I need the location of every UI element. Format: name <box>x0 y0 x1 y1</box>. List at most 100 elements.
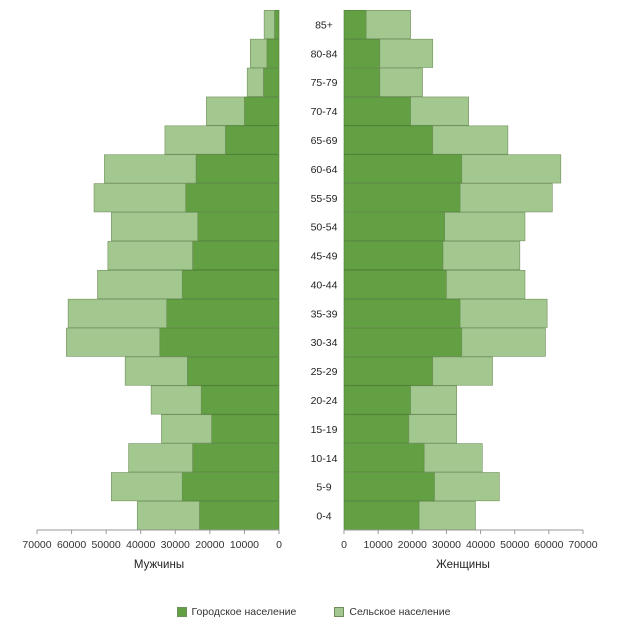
female-tick-label: 20000 <box>398 539 427 551</box>
bar-male-rural-30-34 <box>66 327 161 357</box>
bar-female-urban-0-4 <box>343 501 420 531</box>
bar-female-urban-80-84 <box>343 38 381 68</box>
bar-female-urban-50-54 <box>343 212 446 242</box>
bar-male-urban-75-79 <box>263 67 280 97</box>
bar-female-urban-30-34 <box>343 327 463 357</box>
bar-female-rural-10-14 <box>423 443 483 473</box>
age-label-85+: 85+ <box>315 19 333 31</box>
bar-male-urban-80-84 <box>266 38 280 68</box>
bar-female-rural-55-59 <box>459 183 553 213</box>
bar-female-rural-85+ <box>365 9 411 39</box>
bar-female-urban-5-9 <box>343 472 435 502</box>
age-label-25-29: 25-29 <box>311 366 338 378</box>
female-bars <box>343 9 562 531</box>
bar-female-rural-5-9 <box>434 472 500 502</box>
age-label-30-34: 30-34 <box>311 337 338 349</box>
chart-legend: Городское население Сельское население <box>0 606 627 618</box>
bar-male-urban-15-19 <box>211 414 280 444</box>
bar-male-urban-10-14 <box>192 443 280 473</box>
bar-female-rural-80-84 <box>379 38 434 68</box>
bar-male-urban-0-4 <box>199 501 280 531</box>
female-tick-label: 40000 <box>466 539 495 551</box>
bar-male-urban-50-54 <box>197 212 280 242</box>
bar-male-rural-60-64 <box>104 154 197 184</box>
bar-male-rural-55-59 <box>93 183 186 213</box>
age-label-50-54: 50-54 <box>311 222 338 234</box>
bar-female-rural-40-44 <box>446 269 526 299</box>
age-label-70-74: 70-74 <box>311 106 338 118</box>
bar-female-urban-40-44 <box>343 269 447 299</box>
bar-female-urban-35-39 <box>343 298 461 328</box>
bar-male-urban-45-49 <box>192 241 280 271</box>
female-tick-label: 60000 <box>534 539 563 551</box>
male-tick-label: 10000 <box>230 539 259 551</box>
age-label-35-39: 35-39 <box>311 308 338 320</box>
legend-label-rural: Сельское население <box>349 606 451 618</box>
male-tick-label: 0 <box>276 539 282 551</box>
bar-female-urban-55-59 <box>343 183 461 213</box>
legend-item-rural: Сельское население <box>334 606 450 618</box>
bar-female-rural-30-34 <box>461 327 546 357</box>
male-tick-label: 50000 <box>92 539 121 551</box>
bar-male-rural-35-39 <box>67 298 167 328</box>
bar-male-urban-55-59 <box>185 183 280 213</box>
bar-male-urban-30-34 <box>159 327 280 357</box>
male-tick-label: 40000 <box>126 539 155 551</box>
age-label-20-24: 20-24 <box>311 395 338 407</box>
male-bars <box>66 9 280 531</box>
bar-male-rural-40-44 <box>97 269 183 299</box>
male-tick-label: 60000 <box>57 539 86 551</box>
bar-female-urban-60-64 <box>343 154 463 184</box>
bar-male-rural-65-69 <box>164 125 226 155</box>
bar-female-rural-25-29 <box>432 356 493 386</box>
bar-male-rural-25-29 <box>124 356 188 386</box>
female-tick-label: 70000 <box>568 539 597 551</box>
legend-swatch-urban <box>176 607 187 617</box>
bar-male-rural-20-24 <box>150 385 202 415</box>
legend-label-urban: Городское население <box>191 606 297 618</box>
age-label-80-84: 80-84 <box>311 48 338 60</box>
bar-female-rural-60-64 <box>461 154 562 184</box>
bar-female-urban-45-49 <box>343 241 444 271</box>
age-label-75-79: 75-79 <box>311 77 338 89</box>
age-label-0-4: 0-4 <box>316 511 331 523</box>
bar-female-urban-85+ <box>343 9 367 39</box>
bar-male-urban-35-39 <box>166 298 280 328</box>
bar-female-rural-15-19 <box>408 414 457 444</box>
bar-male-rural-45-49 <box>107 241 193 271</box>
bar-male-rural-75-79 <box>246 67 264 97</box>
bar-female-rural-0-4 <box>418 501 476 531</box>
bar-female-urban-15-19 <box>343 414 410 444</box>
legend-item-urban: Городское население <box>176 606 297 618</box>
bar-female-urban-10-14 <box>343 443 425 473</box>
bar-male-urban-5-9 <box>181 472 280 502</box>
age-label-15-19: 15-19 <box>311 424 338 436</box>
female-tick-label: 0 <box>341 539 347 551</box>
bar-female-urban-70-74 <box>343 96 411 126</box>
male-axis-title: Мужчины <box>134 559 184 571</box>
bar-male-rural-0-4 <box>136 501 200 531</box>
female-axis-title: Женщины <box>436 559 490 571</box>
age-label-40-44: 40-44 <box>311 279 338 291</box>
bar-male-urban-70-74 <box>244 96 280 126</box>
legend-swatch-rural <box>334 607 345 617</box>
bar-female-urban-20-24 <box>343 385 411 415</box>
age-label-10-14: 10-14 <box>311 453 338 465</box>
bar-male-rural-10-14 <box>128 443 193 473</box>
bar-female-rural-35-39 <box>459 298 548 328</box>
male-tick-label: 30000 <box>161 539 190 551</box>
age-label-60-64: 60-64 <box>311 164 338 176</box>
bar-male-urban-40-44 <box>181 269 280 299</box>
bar-female-urban-65-69 <box>343 125 434 155</box>
age-label-5-9: 5-9 <box>316 482 331 494</box>
bar-female-rural-45-49 <box>442 241 521 271</box>
bar-male-urban-20-24 <box>200 385 280 415</box>
male-tick-label: 70000 <box>22 539 51 551</box>
bar-male-urban-65-69 <box>225 125 280 155</box>
bar-male-urban-60-64 <box>195 154 280 184</box>
female-tick-label: 10000 <box>364 539 393 551</box>
age-group-labels: 0-4 5-9 10-14 15-19 20-24 25-29 30-34 35-39 40-4… <box>311 19 338 522</box>
bar-male-rural-85+ <box>263 9 275 39</box>
bar-male-rural-70-74 <box>206 96 245 126</box>
age-label-65-69: 65-69 <box>311 135 338 147</box>
